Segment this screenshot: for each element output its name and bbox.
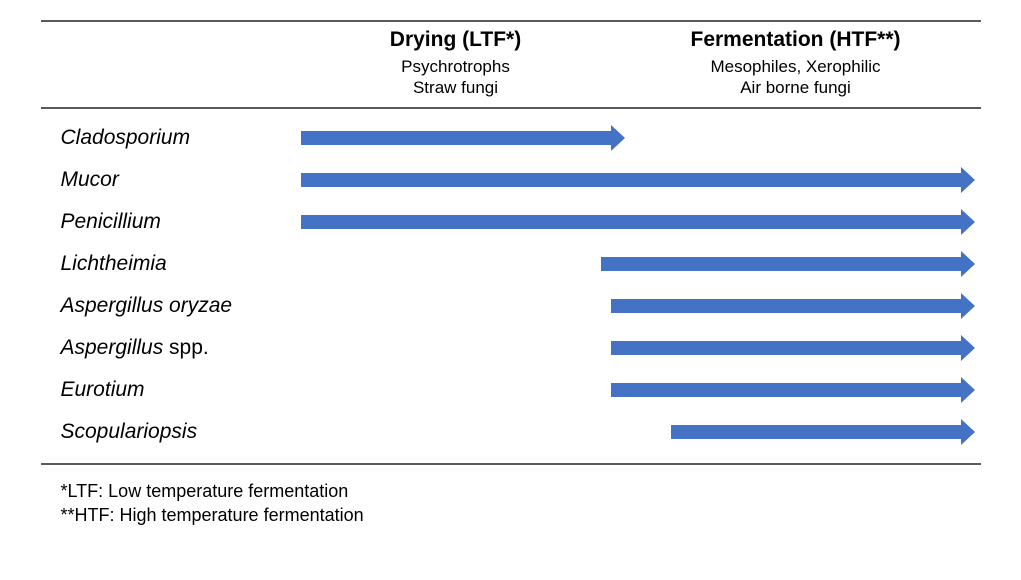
taxon-label: Aspergillus oryzae	[41, 294, 301, 318]
taxon-label: Scopulariopsis	[41, 420, 301, 444]
taxon-row: Aspergillus oryzae	[41, 285, 981, 327]
bar-area	[301, 369, 981, 411]
taxon-row: Aspergillus spp.	[41, 327, 981, 369]
ferment-title: Fermentation (HTF**)	[611, 28, 981, 52]
taxon-label: Mucor	[41, 168, 301, 192]
arrow-bar	[671, 425, 961, 439]
drying-sub1: Psychrotrophs	[301, 56, 611, 77]
taxon-label: Eurotium	[41, 378, 301, 402]
subheader-spacer	[41, 56, 301, 99]
drying-subheader: Psychrotrophs Straw fungi	[301, 56, 611, 99]
arrow-bar	[611, 383, 961, 397]
footnote-htf: **HTF: High temperature fermentation	[61, 503, 981, 527]
ferment-subheader: Mesophiles, Xerophilic Air borne fungi	[611, 56, 981, 99]
taxon-label: Cladosporium	[41, 126, 301, 150]
arrow-bar	[611, 341, 961, 355]
taxon-label: Penicillium	[41, 210, 301, 234]
arrow-bar	[301, 131, 611, 145]
data-rows: Cladosporium Mucor Penicillium Lichtheimia A…	[41, 109, 981, 465]
drying-title: Drying (LTF*)	[301, 28, 611, 52]
arrow-bar	[601, 257, 961, 271]
bar-area	[301, 411, 981, 453]
taxon-row: Eurotium	[41, 369, 981, 411]
ferment-header: Fermentation (HTF**)	[611, 28, 981, 52]
drying-header: Drying (LTF*)	[301, 28, 611, 52]
bar-area	[301, 243, 981, 285]
header-row: Drying (LTF*) Fermentation (HTF**)	[41, 20, 981, 56]
bar-area	[301, 327, 981, 369]
fungi-succession-chart: Drying (LTF*) Fermentation (HTF**) Psych…	[41, 20, 981, 527]
taxon-label: Lichtheimia	[41, 252, 301, 276]
taxon-label: Aspergillus spp.	[41, 336, 301, 360]
ferment-sub1: Mesophiles, Xerophilic	[611, 56, 981, 77]
subheader-row: Psychrotrophs Straw fungi Mesophiles, Xe…	[41, 56, 981, 109]
arrow-bar	[301, 215, 961, 229]
header-spacer	[41, 28, 301, 52]
arrow-bar	[611, 299, 961, 313]
drying-sub2: Straw fungi	[301, 77, 611, 98]
arrow-bar	[301, 173, 961, 187]
bar-area	[301, 285, 981, 327]
taxon-row: Penicillium	[41, 201, 981, 243]
bar-area	[301, 201, 981, 243]
footnote-ltf: *LTF: Low temperature fermentation	[61, 479, 981, 503]
bar-area	[301, 159, 981, 201]
ferment-sub2: Air borne fungi	[611, 77, 981, 98]
taxon-row: Scopulariopsis	[41, 411, 981, 453]
taxon-row: Cladosporium	[41, 117, 981, 159]
footnotes: *LTF: Low temperature fermentation **HTF…	[41, 465, 981, 528]
taxon-row: Lichtheimia	[41, 243, 981, 285]
bar-area	[301, 117, 981, 159]
taxon-row: Mucor	[41, 159, 981, 201]
